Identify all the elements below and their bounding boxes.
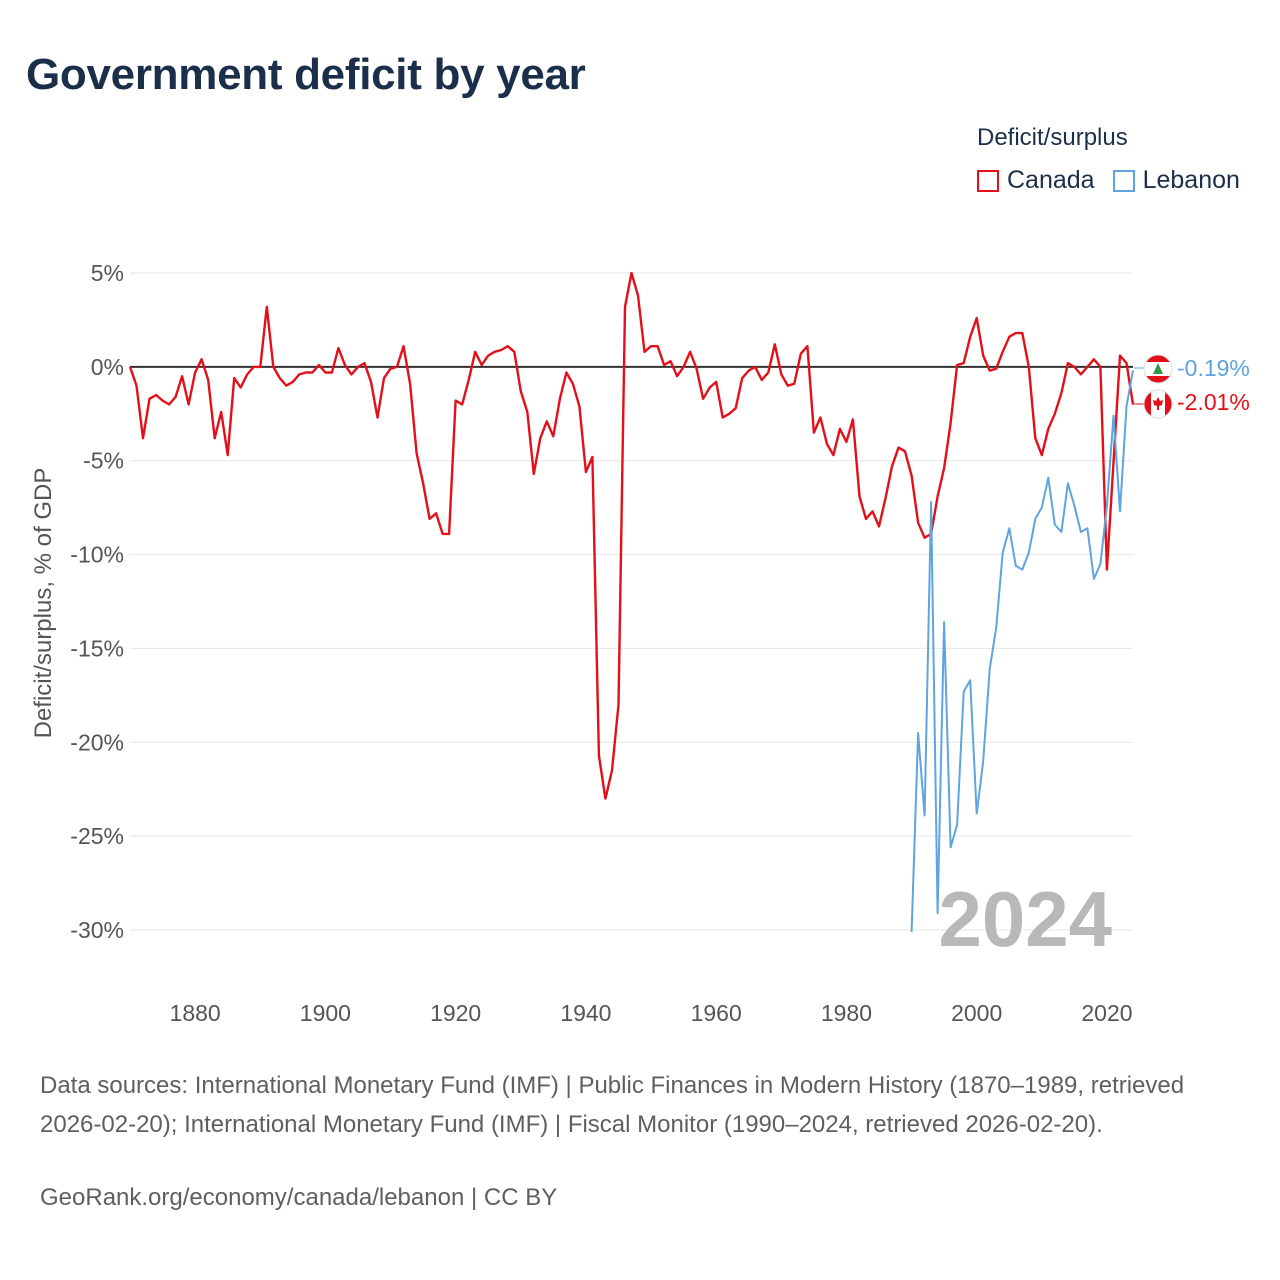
x-tick-label: 2020 (1081, 1000, 1132, 1026)
canada-end-label: -2.01% (1177, 389, 1250, 415)
legend-swatch-canada (977, 169, 999, 192)
x-tick-label: 1960 (691, 1000, 742, 1026)
y-tick-label: 5% (91, 260, 124, 286)
x-tick-label: 2000 (951, 1000, 1002, 1026)
x-axis-ticks: 1880 1900 1920 1940 1960 1980 2000 2020 (170, 1000, 1133, 1026)
legend-swatch-lebanon (1112, 169, 1135, 192)
chart-title: Government deficit by year (26, 50, 586, 99)
credit-link[interactable]: GeoRank.org/economy/canada/lebanon | CC … (40, 1184, 558, 1211)
y-tick-label: -15% (70, 635, 124, 661)
legend-item-canada[interactable]: Canada (977, 166, 1095, 195)
x-tick-label: 1880 (170, 1000, 221, 1026)
y-tick-label: -10% (70, 542, 124, 568)
y-tick-label: 0% (91, 354, 124, 380)
grid-lines (130, 272, 1133, 931)
legend-label-canada: Canada (1007, 166, 1095, 194)
x-tick-label: 1900 (300, 1000, 351, 1026)
legend-title: Deficit/surplus (977, 124, 1128, 151)
legend-label-lebanon: Lebanon (1142, 166, 1240, 194)
lebanon-end-label: -0.19% (1177, 355, 1250, 381)
legend-item-lebanon[interactable]: Lebanon (1112, 166, 1240, 195)
y-tick-label: -30% (70, 917, 124, 943)
series-lines (128, 271, 1135, 932)
canada-flag-icon (1143, 389, 1173, 419)
y-tick-label: -25% (70, 823, 124, 849)
x-tick-label: 1920 (430, 1000, 481, 1026)
y-axis-label: Deficit/surplus, % of GDP (30, 468, 57, 739)
y-tick-label: -20% (70, 729, 124, 755)
legend: Canada Lebanon (977, 166, 1258, 195)
x-tick-label: 1980 (821, 1000, 872, 1026)
y-tick-label: -5% (83, 448, 124, 474)
y-axis-ticks: 5% 0% -5% -10% -15% -20% -25% -30% (70, 260, 124, 943)
series-line-canada[interactable] (128, 271, 1135, 800)
year-watermark: 2024 (938, 875, 1112, 963)
data-sources-note: Data sources: International Monetary Fun… (40, 1072, 1185, 1138)
series-line-lebanon[interactable] (910, 370, 1134, 932)
lebanon-flag-icon (1143, 354, 1173, 384)
x-tick-label: 1940 (560, 1000, 611, 1026)
line-chart: 5% 0% -5% -10% -15% -20% -25% -30% 1880 1900 1920… (30, 260, 1250, 1026)
